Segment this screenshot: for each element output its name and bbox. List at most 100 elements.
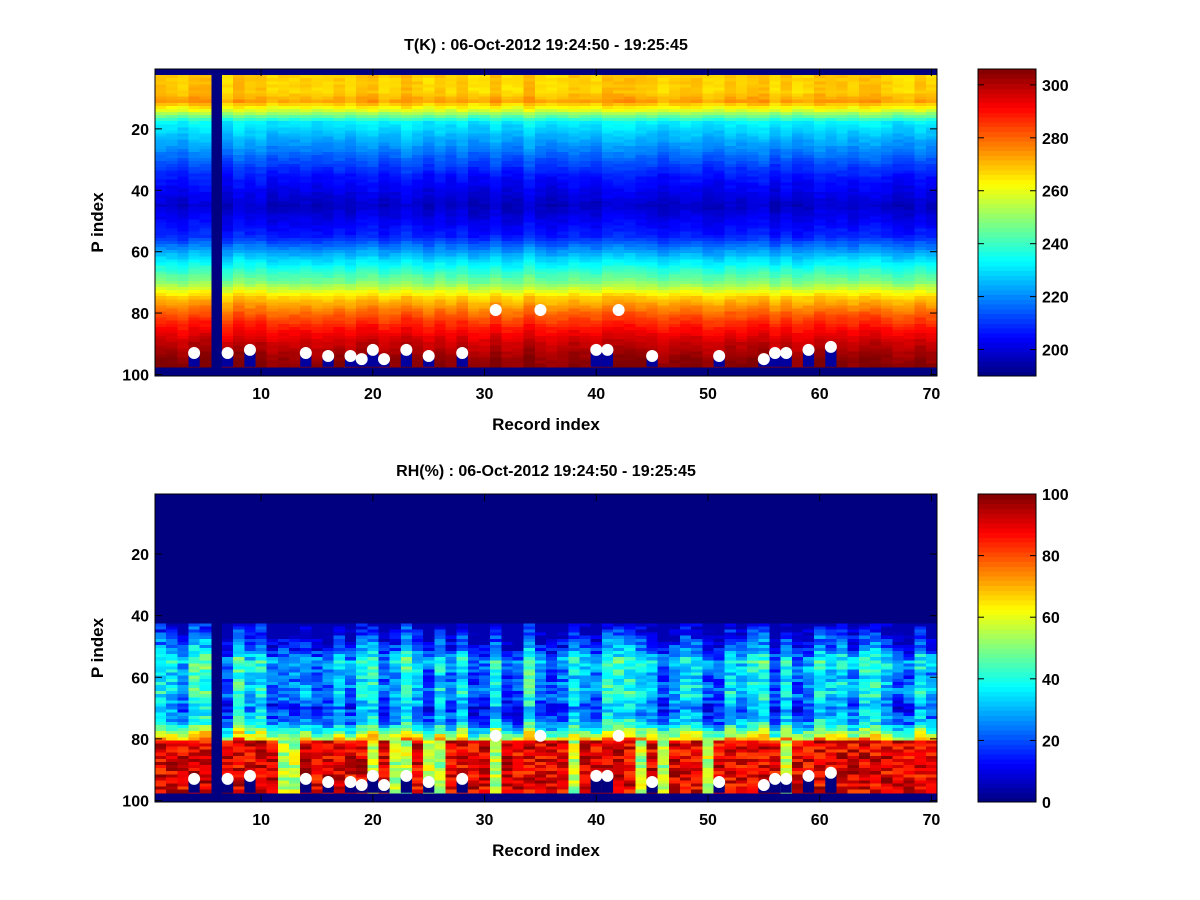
heatmap-cell (434, 259, 447, 264)
heatmap-cell (445, 194, 458, 199)
heatmap-cell (713, 256, 726, 260)
heatmap-cell (411, 296, 424, 300)
heatmap-cell (646, 271, 659, 276)
heatmap-cell (456, 191, 469, 196)
heatmap-cell (657, 283, 670, 288)
heatmap-cell (568, 93, 581, 98)
heatmap-cell (478, 326, 491, 331)
heatmap-cell (255, 234, 268, 239)
heatmap-cell (411, 250, 424, 254)
heatmap-cell (613, 188, 625, 193)
heatmap-cell (657, 237, 670, 242)
heatmap-cell (490, 228, 502, 233)
heatmap-cell (367, 293, 380, 297)
heatmap-cell (389, 250, 402, 254)
heatmap-cell (534, 243, 547, 248)
heatmap-cell (222, 286, 234, 291)
heatmap-cell (255, 105, 268, 110)
heatmap-cell (333, 105, 346, 110)
heatmap-cell (613, 124, 625, 128)
heatmap-cell (512, 339, 525, 343)
heatmap-cell (646, 194, 659, 199)
heatmap-cell (177, 222, 190, 227)
heatmap-cell (490, 75, 502, 79)
heatmap-cell (512, 323, 525, 328)
heatmap-cell (702, 213, 715, 217)
heatmap-cell (344, 320, 357, 325)
heatmap-cell (322, 311, 335, 316)
heatmap-cell (188, 167, 201, 171)
heatmap-cell (389, 342, 402, 346)
heatmap-cell (523, 256, 536, 260)
heatmap-cell (266, 182, 279, 187)
heatmap-cell (266, 286, 279, 291)
heatmap-cell (735, 302, 748, 306)
heatmap-cell (300, 87, 312, 92)
heatmap-cell (501, 136, 514, 141)
heatmap-cell (735, 176, 748, 181)
heatmap-cell (255, 283, 268, 288)
heatmap-cell (624, 111, 636, 116)
heatmap-cell (490, 142, 502, 147)
heatmap-cell (680, 108, 692, 113)
heatmap-cell (423, 87, 435, 92)
heatmap-cell (300, 197, 312, 202)
heatmap-cell (166, 133, 178, 138)
heatmap-cell (467, 308, 480, 313)
heatmap-cell (188, 219, 201, 224)
heatmap-cell (423, 102, 435, 107)
heatmap-cell (289, 182, 301, 187)
heatmap-cell (222, 161, 234, 165)
heatmap-cell (389, 111, 402, 116)
heatmap-cell (523, 145, 536, 150)
heatmap-cell (378, 185, 391, 190)
heatmap-cell (434, 182, 447, 187)
heatmap-cell (680, 290, 692, 294)
heatmap-cell (166, 142, 178, 147)
heatmap-cell (445, 299, 458, 303)
heatmap-cell (568, 250, 581, 254)
heatmap-cell (445, 345, 458, 349)
heatmap-cell (423, 243, 435, 248)
heatmap-cell (300, 274, 312, 279)
heatmap-cell (400, 136, 413, 141)
heatmap-cell (512, 231, 525, 236)
heatmap-cell (177, 317, 190, 322)
heatmap-cell (680, 127, 692, 131)
heatmap-cell (668, 87, 681, 92)
heatmap-cell (724, 182, 737, 187)
heatmap-cell (601, 161, 614, 165)
heatmap-cell (523, 133, 536, 138)
heatmap-cell (691, 179, 703, 184)
heatmap-cell (523, 115, 536, 119)
heatmap-cell (333, 222, 346, 227)
heatmap-cell (702, 308, 715, 313)
heatmap-cell (166, 188, 178, 193)
heatmap-cell (289, 78, 301, 82)
heatmap-cell (501, 99, 514, 104)
heatmap-cell (490, 265, 502, 270)
heatmap-cell (233, 286, 245, 291)
heatmap-cell (356, 234, 368, 239)
heatmap-cell (356, 283, 368, 288)
heatmap-cell (624, 204, 636, 208)
heatmap-cell (478, 237, 491, 242)
heatmap-cell (601, 293, 614, 297)
heatmap-cell (523, 176, 536, 181)
heatmap-cell (378, 194, 391, 199)
heatmap-cell (367, 102, 380, 107)
heatmap-cell (356, 151, 368, 156)
heatmap-cell (300, 277, 312, 282)
heatmap-cell (668, 204, 681, 208)
heatmap-cell (657, 299, 670, 303)
heatmap-cell (445, 265, 458, 270)
heatmap-cell (579, 176, 592, 181)
heatmap-cell (199, 136, 212, 141)
heatmap-cell (546, 323, 558, 328)
heatmap-cell (724, 277, 737, 282)
heatmap-cell (735, 314, 748, 319)
heatmap-cell (277, 311, 290, 316)
heatmap-cell (724, 133, 737, 138)
heatmap-cell (155, 176, 167, 181)
heatmap-cell (400, 75, 413, 79)
